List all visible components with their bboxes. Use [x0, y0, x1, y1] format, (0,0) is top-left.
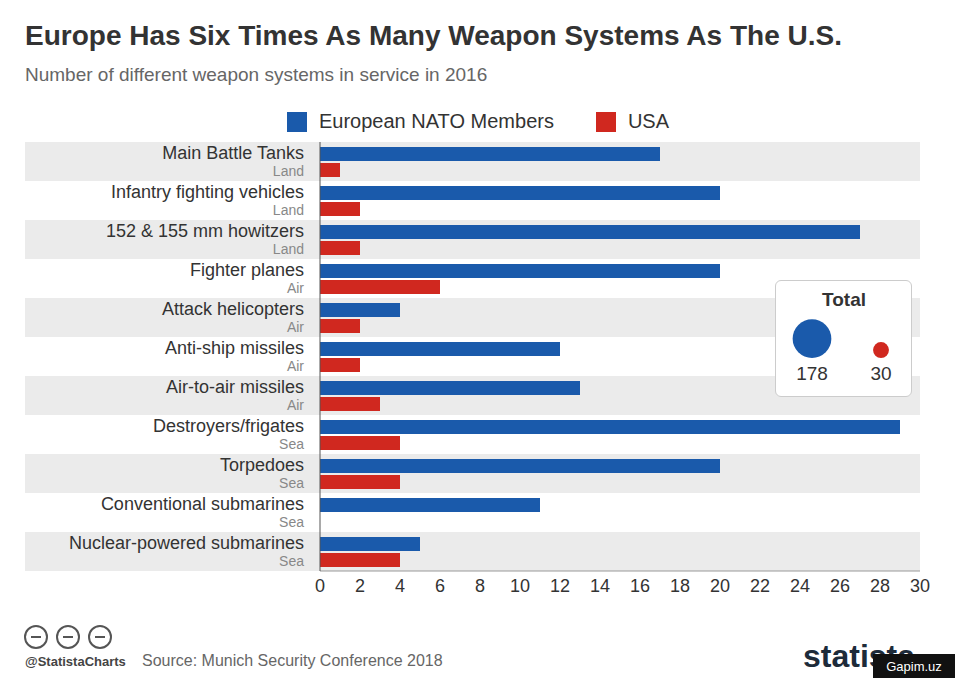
svg-text:Infantry fighting vehicles: Infantry fighting vehicles [111, 182, 304, 202]
svg-text:Sea: Sea [279, 553, 304, 569]
svg-text:Attack helicopters: Attack helicopters [162, 299, 304, 319]
svg-text:Land: Land [273, 163, 304, 179]
html-text:Number of different weapon sys: Number of different weapon systems in se… [25, 64, 488, 85]
svg-text:Total: Total [822, 289, 866, 310]
svg-text:10: 10 [510, 576, 530, 596]
html-text:USA: USA [627, 110, 669, 132]
svg-text:20: 20 [710, 576, 730, 596]
svg-text:Destroyers/frigates: Destroyers/frigates [153, 416, 304, 436]
svg-text:Sea: Sea [279, 514, 304, 530]
svg-text:statista: statista [803, 638, 915, 674]
svg-text:Anti-ship missiles: Anti-ship missiles [165, 338, 304, 358]
svg-text:Air-to-air missiles: Air-to-air missiles [166, 377, 304, 397]
html-text:Europe Has Six Times As Many W: Europe Has Six Times As Many Weapon Syst… [25, 20, 842, 51]
svg-text:18: 18 [670, 576, 690, 596]
svg-text:8: 8 [475, 576, 485, 596]
svg-text:Torpedoes: Torpedoes [220, 455, 304, 475]
svg-text:16: 16 [630, 576, 650, 596]
svg-text:Land: Land [273, 202, 304, 218]
svg-text:Sea: Sea [279, 475, 304, 491]
svg-text:@StatistaCharts: @StatistaCharts [25, 654, 126, 669]
svg-text:4: 4 [395, 576, 405, 596]
html-text:European NATO Members: European NATO Members [319, 110, 554, 132]
svg-text:2: 2 [355, 576, 365, 596]
svg-text:Air: Air [287, 319, 304, 335]
svg-text:Gapim.uz: Gapim.uz [886, 659, 942, 674]
svg-text:6: 6 [435, 576, 445, 596]
svg-text:14: 14 [590, 576, 610, 596]
svg-text:Land: Land [273, 241, 304, 257]
svg-text:Nuclear-powered submarines: Nuclear-powered submarines [69, 533, 304, 553]
svg-text:Air: Air [287, 397, 304, 413]
svg-text:12: 12 [550, 576, 570, 596]
svg-text:0: 0 [315, 576, 325, 596]
svg-text:Main Battle Tanks: Main Battle Tanks [162, 143, 304, 163]
svg-text:26: 26 [830, 576, 850, 596]
svg-text:30: 30 [870, 363, 891, 384]
svg-text:Fighter planes: Fighter planes [190, 260, 304, 280]
svg-text:152 & 155 mm howitzers: 152 & 155 mm howitzers [106, 221, 304, 241]
svg-text:28: 28 [870, 576, 890, 596]
svg-text:Air: Air [287, 358, 304, 374]
svg-text:Conventional submarines: Conventional submarines [101, 494, 304, 514]
svg-text:30: 30 [910, 576, 930, 596]
svg-text:Sea: Sea [279, 436, 304, 452]
svg-text:Air: Air [287, 280, 304, 296]
svg-text:22: 22 [750, 576, 770, 596]
svg-text:24: 24 [790, 576, 810, 596]
svg-text:Source: Munich Security Confer: Source: Munich Security Conference 2018 [142, 652, 443, 669]
svg-text:178: 178 [796, 363, 828, 384]
